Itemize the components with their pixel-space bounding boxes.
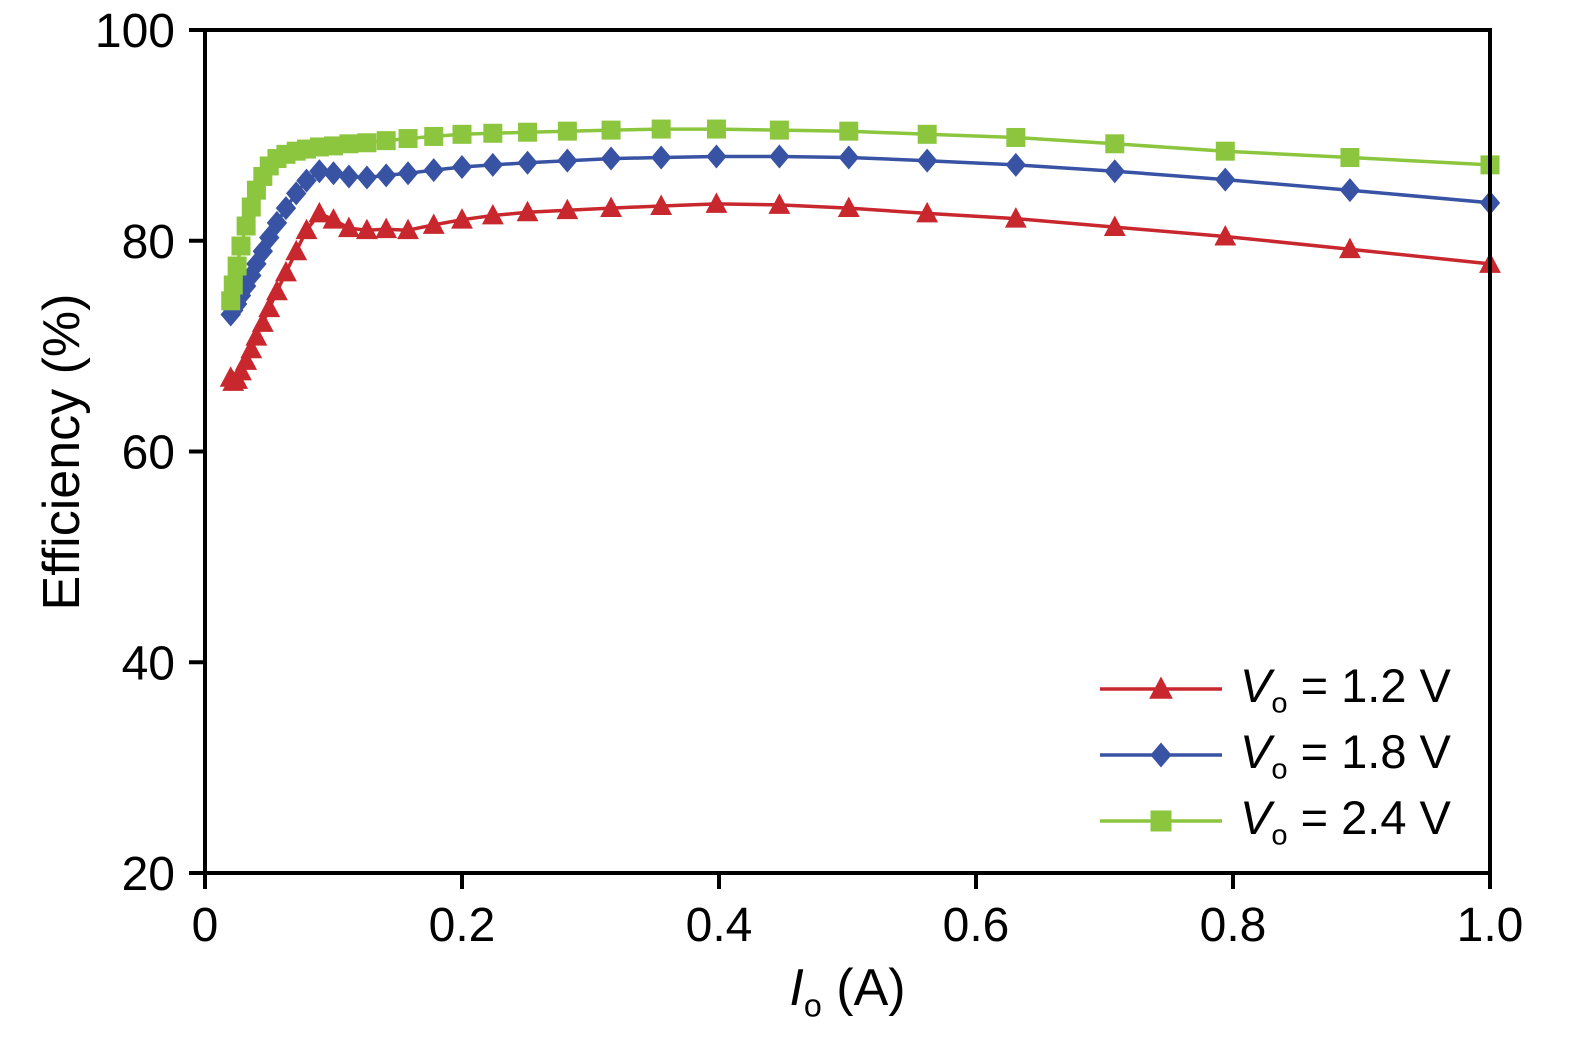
axis-frame xyxy=(203,28,1492,875)
series-line-2 xyxy=(228,127,1491,302)
series-markers-2 xyxy=(221,119,1500,311)
x-axis-label-unit: (A) xyxy=(821,959,906,1017)
series-line-0 xyxy=(229,202,1491,384)
legend-entry-1: Vo = 1.8 V xyxy=(1096,722,1451,788)
legend: Vo = 1.2 V Vo = 1.8 V Vo = 2.4 V xyxy=(1096,656,1451,854)
legend-label-1: Vo = 1.8 V xyxy=(1240,724,1451,786)
legend-label-0: Vo = 1.2 V xyxy=(1240,658,1451,720)
x-tick-label: 0.8 xyxy=(1200,899,1267,952)
x-tick-label: 0 xyxy=(192,899,219,952)
legend-entry-0: Vo = 1.2 V xyxy=(1096,656,1451,722)
x-tick-label: 0.4 xyxy=(686,899,753,952)
x-tick-label: 1.0 xyxy=(1457,899,1524,952)
x-tick-label: 0.6 xyxy=(943,899,1010,952)
y-tick-label: 40 xyxy=(122,637,175,690)
y-tick-label: 20 xyxy=(122,848,175,901)
diamond-legend-marker-icon xyxy=(1100,742,1222,768)
x-axis-label: Io (A) xyxy=(205,958,1490,1024)
x-tick-label: 0.2 xyxy=(429,899,496,952)
x-axis-label-variable: I xyxy=(789,959,804,1017)
series-line-1 xyxy=(229,154,1491,316)
legend-label-2: Vo = 2.4 V xyxy=(1240,790,1451,852)
y-tick-label: 80 xyxy=(122,216,175,269)
legend-entry-2: Vo = 2.4 V xyxy=(1096,788,1451,854)
triangle-legend-marker-icon xyxy=(1100,676,1222,699)
y-tick-label: 100 xyxy=(95,5,175,58)
square-legend-marker-icon xyxy=(1100,810,1222,832)
y-tick-label: 60 xyxy=(122,427,175,480)
y-axis-label: Efficiency (%) xyxy=(33,293,91,611)
x-axis-label-subscript: o xyxy=(803,987,822,1024)
series-markers-0 xyxy=(219,192,1501,391)
